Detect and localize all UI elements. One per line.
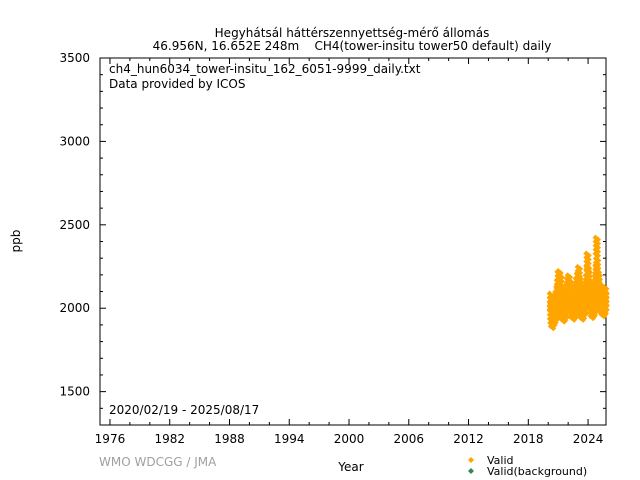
y-tick-label: 2000 <box>59 301 90 315</box>
x-tick-label: 1982 <box>154 432 185 446</box>
data-point <box>564 313 571 320</box>
data-point <box>583 310 590 317</box>
watermark: WMO WDCGG / JMA <box>99 455 217 469</box>
data-point <box>592 250 599 257</box>
y-axis: 1500 2000 2500 3000 3500 <box>59 51 606 426</box>
x-tick-label: 2024 <box>573 432 604 446</box>
y-tick-label: 1500 <box>59 385 90 399</box>
x-tick-label: 1976 <box>95 432 126 446</box>
data-point <box>603 306 610 313</box>
provider-label: Data provided by ICOS <box>109 77 245 91</box>
legend-marker-valid <box>468 457 474 463</box>
y-axis-label: ppb <box>9 230 23 253</box>
y-tick-label: 3000 <box>59 134 90 148</box>
legend: Valid Valid(background) <box>468 454 587 478</box>
data-points <box>546 234 610 332</box>
x-tick-label: 2012 <box>453 432 484 446</box>
y-tick-label: 3500 <box>59 51 90 65</box>
chart-subtitle: 46.956N, 16.652E 248m CH4(tower-insitu t… <box>153 39 552 53</box>
x-axis: 1976 1982 1988 1994 2000 2006 2012 2018 2024 <box>95 58 604 446</box>
legend-marker-background <box>468 468 474 474</box>
legend-label-background: Valid(background) <box>487 465 587 478</box>
file-label: ch4_hun6034_tower-insitu_162_6051-9999_d… <box>109 62 421 76</box>
x-tick-label: 1988 <box>214 432 245 446</box>
x-tick-label: 1994 <box>274 432 305 446</box>
x-tick-label: 2018 <box>513 432 544 446</box>
date-range-label: 2020/02/19 - 2025/08/17 <box>109 403 259 417</box>
plot-frame <box>99 57 607 426</box>
x-tick-label: 2000 <box>334 432 365 446</box>
legend-label-valid: Valid <box>487 454 514 467</box>
chart-title: Hegyhátsál háttérszennyettség-mérő állom… <box>215 26 490 40</box>
y-tick-label: 2500 <box>59 218 90 232</box>
x-tick-label: 2006 <box>394 432 425 446</box>
x-axis-label: Year <box>337 460 363 474</box>
